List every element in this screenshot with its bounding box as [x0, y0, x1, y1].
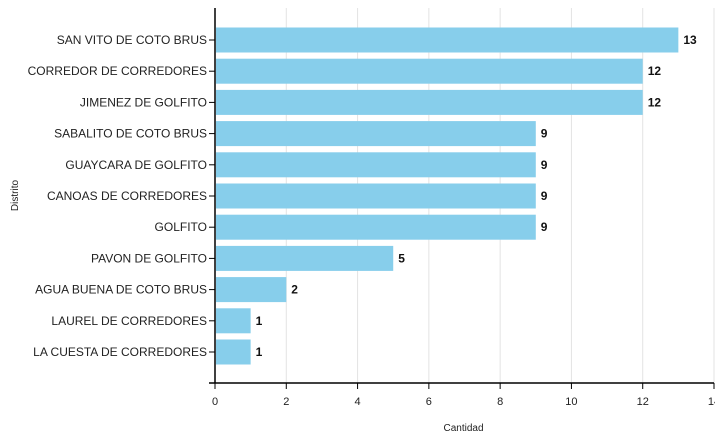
bar [216, 308, 251, 334]
value-label: 2 [291, 283, 298, 297]
x-tick-label: 6 [426, 396, 432, 408]
bar [216, 245, 394, 271]
category-label: GUAYCARA DE GOLFITO [65, 158, 207, 172]
category-label: PAVON DE GOLFITO [91, 251, 207, 265]
x-tick-label: 12 [637, 396, 649, 408]
category-label: SAN VITO DE COTO BRUS [57, 33, 207, 47]
x-tick-label: 4 [355, 396, 361, 408]
bars-group [216, 27, 679, 365]
bar [216, 214, 536, 240]
x-tick-label: 8 [497, 396, 503, 408]
value-label: 9 [541, 189, 548, 203]
value-label: 9 [541, 127, 548, 141]
x-ticks: 0 2 4 6 8 10 12 14 [212, 383, 715, 408]
x-tick-label: 2 [283, 396, 289, 408]
category-label: CORREDOR DE CORREDORES [28, 64, 207, 78]
value-label: 13 [683, 33, 697, 47]
category-label: JIMENEZ DE GOLFITO [80, 95, 207, 109]
bar [216, 152, 536, 178]
category-label: LA CUESTA DE CORREDORES [33, 345, 207, 359]
bar [216, 183, 536, 209]
value-label: 12 [648, 95, 662, 109]
x-tick-label: 10 [565, 396, 577, 408]
value-label: 1 [256, 345, 263, 359]
bar [216, 89, 643, 115]
x-tick-label: 14 [708, 396, 715, 408]
value-labels: 13 12 12 9 9 9 9 5 2 1 1 [256, 33, 697, 359]
category-label: AGUA BUENA DE COTO BRUS [35, 283, 207, 297]
x-axis-title: Cantidad [443, 423, 483, 434]
x-tick-label: 0 [212, 396, 218, 408]
category-label: GOLFITO [155, 220, 207, 234]
value-label: 12 [648, 64, 662, 78]
value-label: 9 [541, 220, 548, 234]
category-label: SABALITO DE COTO BRUS [54, 127, 207, 141]
value-label: 1 [256, 314, 263, 328]
axes [209, 8, 714, 384]
value-label: 5 [398, 251, 405, 265]
bar [216, 121, 536, 147]
category-label: CANOAS DE CORREDORES [47, 189, 207, 203]
bar [216, 27, 679, 53]
value-label: 9 [541, 158, 548, 172]
bar [216, 58, 643, 84]
bar [216, 339, 251, 365]
y-axis-title: Distrito [10, 180, 21, 212]
category-labels: SAN VITO DE COTO BRUS CORREDOR DE CORREDO… [28, 33, 207, 359]
bar [216, 277, 287, 303]
category-label: LAUREL DE CORREDORES [51, 314, 207, 328]
